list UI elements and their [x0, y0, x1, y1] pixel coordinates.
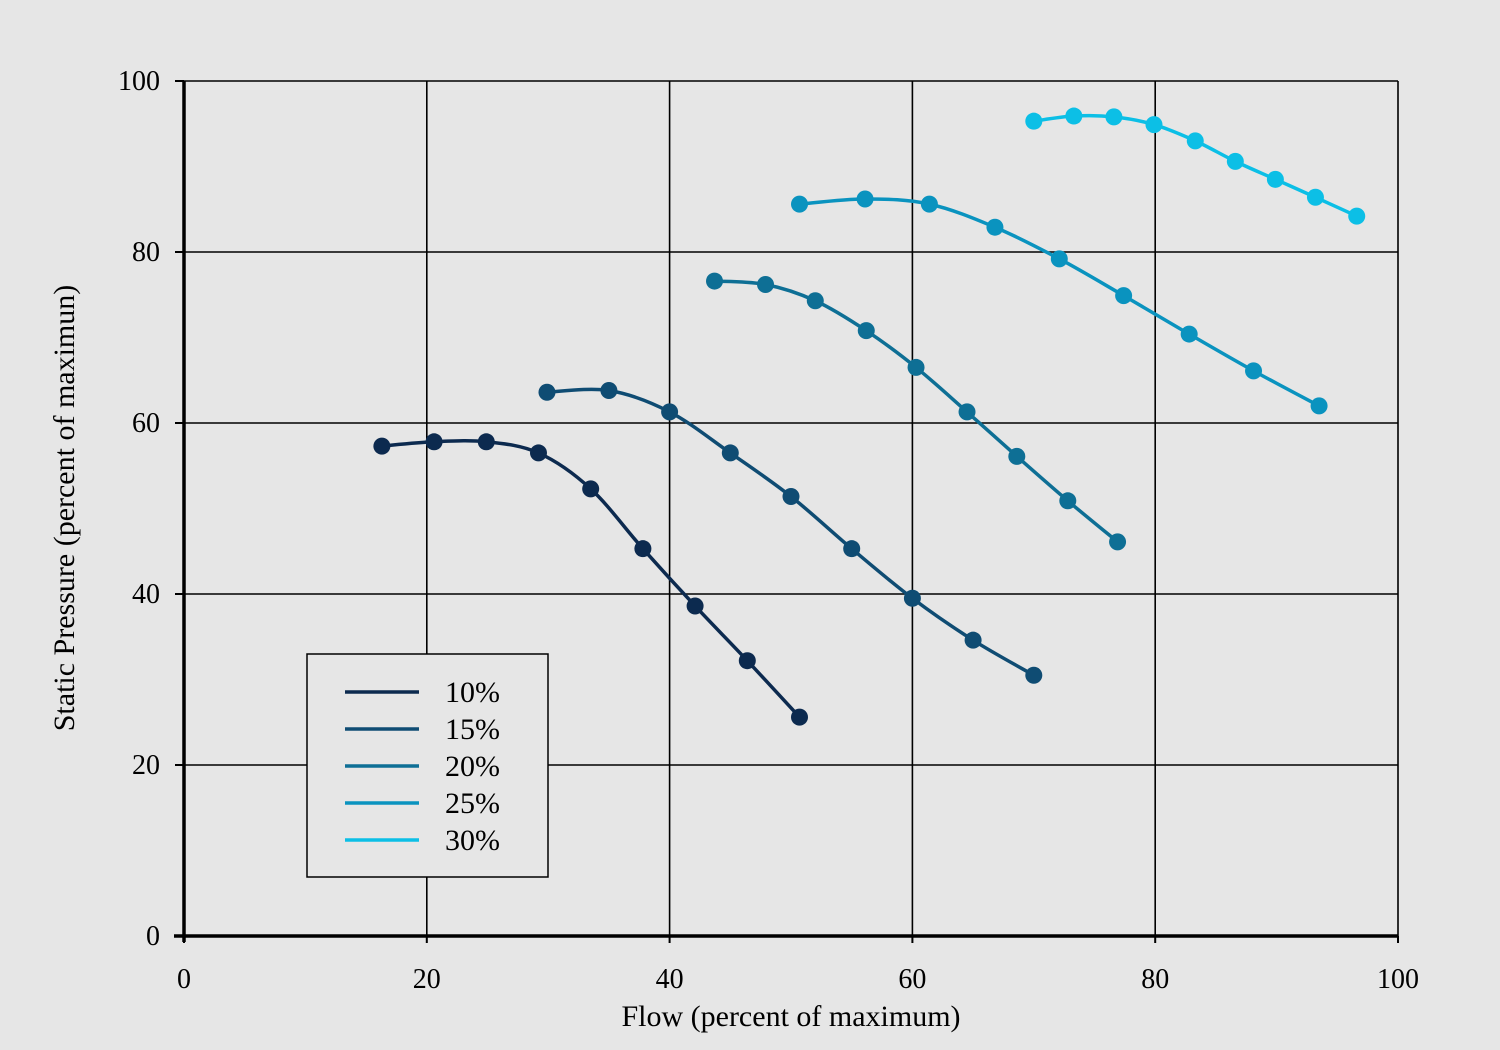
legend-label-3: 25% — [445, 787, 500, 820]
data-point-20pct-0 — [706, 272, 724, 290]
y-tick-label-80: 80 — [132, 237, 160, 268]
data-point-25pct-7 — [1245, 362, 1263, 380]
data-point-30pct-8 — [1348, 207, 1366, 225]
data-point-25pct-2 — [920, 195, 938, 213]
data-point-15pct-2 — [661, 403, 679, 421]
data-point-25pct-0 — [790, 195, 808, 213]
series-30pct — [1025, 107, 1366, 225]
data-point-10pct-3 — [529, 444, 547, 462]
data-point-15pct-1 — [600, 382, 618, 400]
series-20pct — [706, 272, 1127, 551]
y-tick-label-60: 60 — [132, 408, 160, 439]
data-point-20pct-5 — [958, 403, 976, 421]
data-point-30pct-3 — [1145, 116, 1163, 134]
x-tick-label-0: 0 — [177, 964, 191, 995]
data-point-15pct-4 — [782, 488, 800, 506]
x-axis-title: Flow (percent of maximum) — [621, 1000, 960, 1033]
y-axis-title: Static Pressure (percent of maximun) — [48, 285, 81, 732]
y-tick-label-40: 40 — [132, 579, 160, 610]
data-point-30pct-0 — [1025, 112, 1043, 130]
x-tick-label-40: 40 — [656, 964, 684, 995]
data-point-15pct-8 — [1025, 666, 1043, 684]
data-point-25pct-1 — [856, 190, 874, 208]
series-15pct — [538, 382, 1043, 684]
data-point-25pct-6 — [1180, 325, 1198, 343]
data-point-20pct-7 — [1059, 492, 1077, 510]
data-point-25pct-4 — [1050, 250, 1068, 268]
legend-box — [306, 653, 549, 878]
data-point-10pct-7 — [738, 652, 756, 670]
series-10pct — [373, 433, 808, 726]
data-point-10pct-1 — [425, 433, 443, 451]
data-point-30pct-6 — [1266, 170, 1284, 188]
data-point-15pct-0 — [538, 383, 556, 401]
x-tick-label-20: 20 — [413, 964, 441, 995]
x-tick-label-80: 80 — [1141, 964, 1169, 995]
data-point-10pct-4 — [582, 480, 600, 498]
data-point-30pct-5 — [1226, 152, 1244, 170]
x-tick-label-60: 60 — [898, 964, 926, 995]
y-tick-label-0: 0 — [146, 921, 160, 952]
data-point-15pct-5 — [843, 540, 861, 558]
legend-label-0: 10% — [445, 676, 500, 709]
data-point-10pct-8 — [790, 708, 808, 726]
data-point-15pct-6 — [903, 589, 921, 607]
legend-label-2: 20% — [445, 750, 500, 783]
data-point-25pct-5 — [1115, 287, 1133, 305]
data-point-20pct-4 — [907, 358, 925, 376]
y-tick-label-20: 20 — [132, 750, 160, 781]
x-tick-label-100: 100 — [1377, 964, 1419, 995]
data-point-25pct-3 — [986, 218, 1004, 236]
data-point-30pct-2 — [1105, 108, 1123, 126]
data-point-20pct-3 — [857, 322, 875, 340]
data-point-15pct-3 — [721, 444, 739, 462]
data-point-25pct-8 — [1310, 397, 1328, 415]
data-point-15pct-7 — [964, 631, 982, 649]
y-tick-label-100: 100 — [118, 66, 160, 97]
axes — [174, 80, 1399, 943]
data-point-10pct-5 — [634, 540, 652, 558]
legend-label-4: 30% — [445, 824, 500, 857]
data-point-10pct-6 — [686, 597, 704, 615]
data-point-10pct-2 — [477, 433, 495, 451]
data-point-20pct-6 — [1008, 447, 1026, 465]
data-point-30pct-7 — [1306, 188, 1324, 206]
tick-labels: 0 20 40 60 80 100 0 20 40 60 80 100 — [118, 66, 1419, 995]
data-point-20pct-1 — [757, 275, 775, 293]
data-point-30pct-1 — [1065, 107, 1083, 125]
series-group — [373, 107, 1366, 726]
series-25pct — [790, 190, 1328, 415]
legend-label-1: 15% — [445, 713, 500, 746]
data-point-20pct-2 — [806, 292, 824, 310]
data-point-10pct-0 — [373, 437, 391, 455]
legend: 10% 15% 20% 25% 30% — [306, 653, 549, 878]
data-point-30pct-4 — [1186, 132, 1204, 150]
grid — [184, 80, 1399, 936]
data-point-20pct-8 — [1109, 533, 1127, 551]
